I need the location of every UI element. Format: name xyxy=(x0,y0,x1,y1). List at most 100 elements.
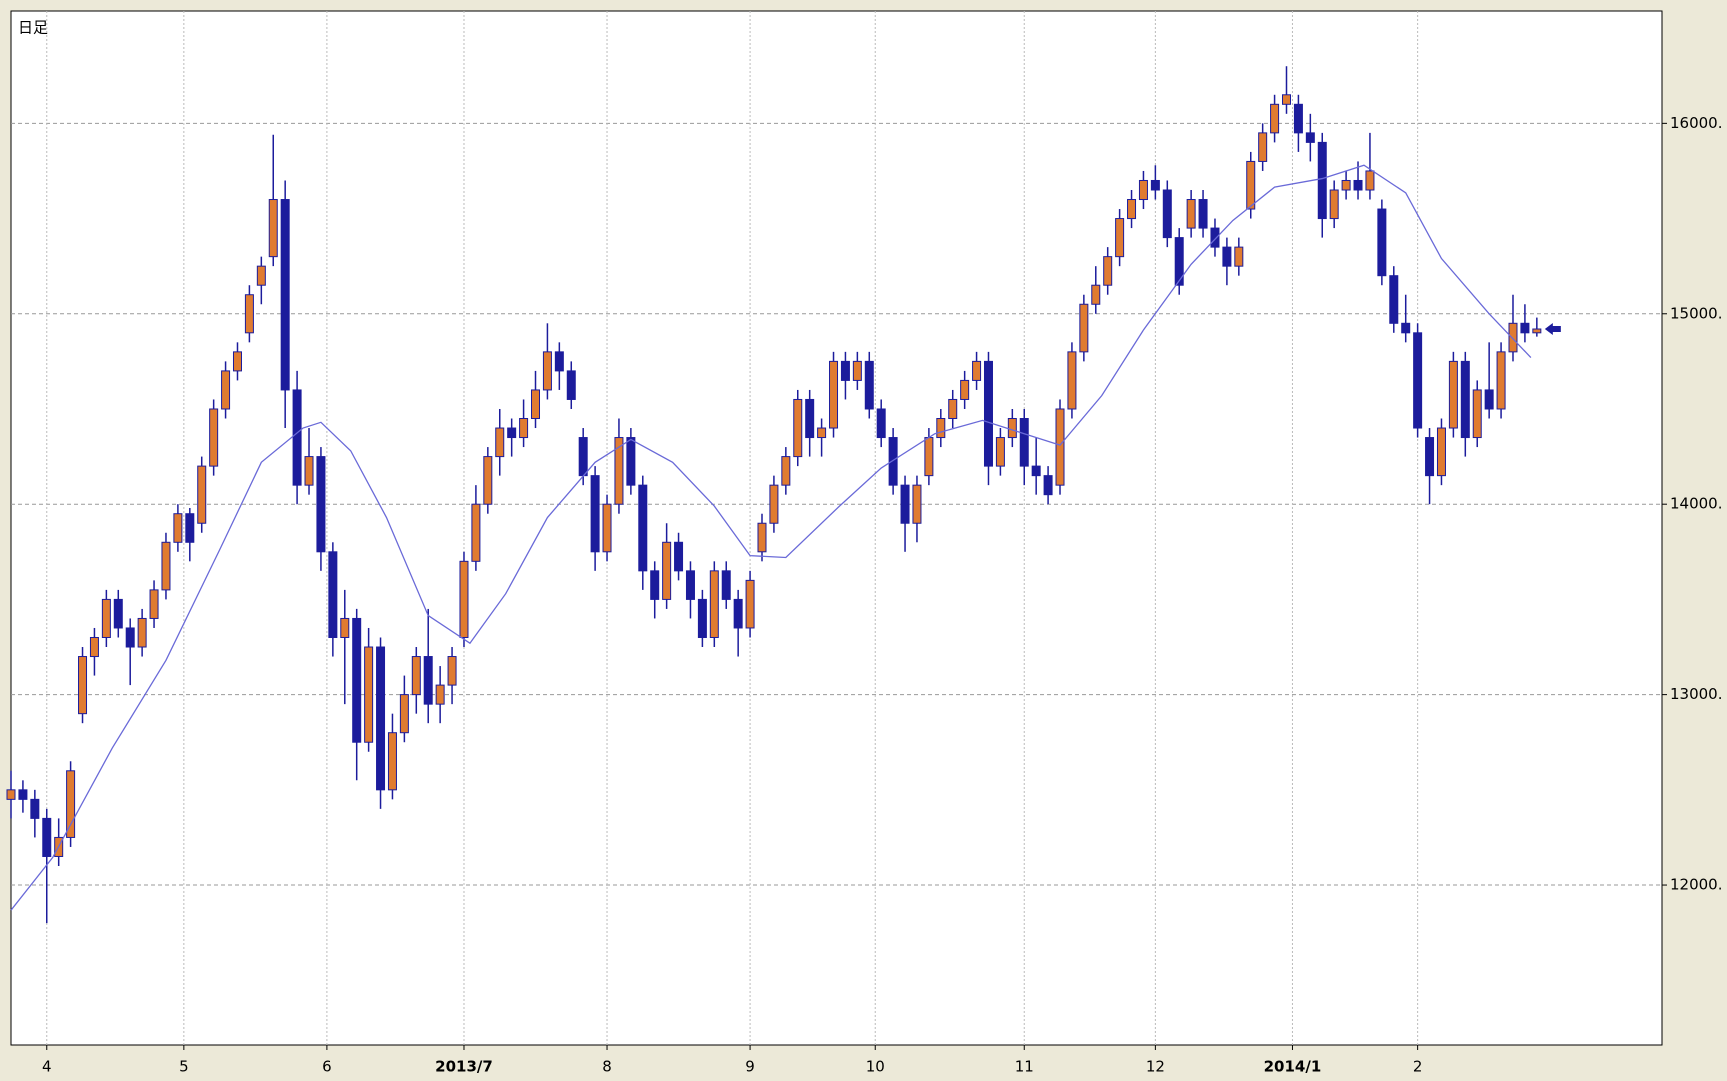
candle-body xyxy=(1079,303,1089,353)
candle-body xyxy=(364,646,374,743)
candle-body xyxy=(1425,437,1435,477)
candle-body xyxy=(471,503,481,562)
candle-body xyxy=(1270,103,1280,134)
candle-body xyxy=(495,427,505,458)
candle-body xyxy=(304,456,314,486)
candle-body xyxy=(137,617,147,648)
candle-body xyxy=(399,694,409,734)
candle-body xyxy=(209,408,219,467)
candle-body xyxy=(1353,179,1363,191)
candle-body xyxy=(185,513,195,543)
candle-body xyxy=(566,370,576,400)
chart-title: 日足 xyxy=(18,19,48,37)
candle-body xyxy=(1198,199,1208,229)
candle-body xyxy=(1007,418,1017,439)
candle-body xyxy=(1520,322,1530,334)
candle-body xyxy=(1436,427,1446,477)
candle-body xyxy=(459,560,469,638)
candle-body xyxy=(829,360,839,429)
candle-body xyxy=(864,360,874,410)
candle-body xyxy=(1472,389,1482,439)
candle-body xyxy=(447,656,457,686)
candle-body xyxy=(817,427,827,439)
candle-body xyxy=(1508,322,1518,353)
candle-body xyxy=(674,541,684,572)
candle-body xyxy=(793,398,803,458)
y-tick-label: 14000. xyxy=(1670,495,1723,513)
candle-body xyxy=(900,484,910,524)
candle-body xyxy=(519,418,529,439)
y-tick-label: 15000. xyxy=(1670,304,1723,322)
candle-body xyxy=(554,351,564,372)
candle-body xyxy=(912,484,922,524)
candle-body xyxy=(1115,218,1125,258)
candle-body xyxy=(483,456,493,505)
x-tick-label: 2014/1 xyxy=(1264,1058,1322,1076)
candle-body xyxy=(411,656,421,696)
candle-body xyxy=(1246,160,1256,210)
candle-body xyxy=(1186,199,1196,229)
candle-body xyxy=(1019,418,1029,467)
candle-body xyxy=(888,437,898,486)
candle-body xyxy=(42,817,52,857)
candle-body xyxy=(78,656,88,715)
candle-body xyxy=(30,798,40,819)
candle-body xyxy=(733,598,743,629)
candle-body xyxy=(352,617,362,743)
x-tick-label: 11 xyxy=(1015,1058,1034,1076)
candle-body xyxy=(626,437,636,486)
candle-body xyxy=(1460,360,1470,439)
candle-body xyxy=(197,465,207,524)
candle-body xyxy=(769,484,779,524)
candle-body xyxy=(1496,351,1506,410)
candle-body xyxy=(1150,179,1160,191)
candle-body xyxy=(960,379,970,400)
candle-body xyxy=(983,360,993,467)
candle-body xyxy=(423,656,433,705)
x-tick-label: 12 xyxy=(1146,1058,1165,1076)
candle-body xyxy=(1341,179,1351,191)
candle-body xyxy=(1138,179,1148,201)
candle-body xyxy=(531,389,541,420)
candle-body xyxy=(280,199,290,391)
x-tick-label: 5 xyxy=(179,1058,189,1076)
candle-body xyxy=(1210,227,1220,248)
candle-body xyxy=(1389,275,1399,324)
candle-body xyxy=(221,370,231,410)
candle-body xyxy=(614,437,624,505)
x-tick-label: 4 xyxy=(42,1058,52,1076)
x-tick-label: 2 xyxy=(1413,1058,1423,1076)
candle-body xyxy=(936,418,946,439)
candle-body xyxy=(876,408,886,439)
candle-body xyxy=(852,360,862,381)
candle-body xyxy=(662,541,672,600)
candle-body xyxy=(1377,208,1387,277)
candle-body xyxy=(948,398,958,420)
candle-body xyxy=(1067,351,1077,410)
x-tick-label: 8 xyxy=(602,1058,612,1076)
candle-body xyxy=(101,598,111,638)
candle-body xyxy=(650,570,660,600)
x-tick-label: 10 xyxy=(866,1058,885,1076)
candle-body xyxy=(721,570,731,600)
candle-body xyxy=(602,503,612,553)
candle-body xyxy=(1162,189,1172,239)
candle-body xyxy=(113,598,123,629)
moving-average-line xyxy=(10,164,1532,911)
candle-body xyxy=(1484,389,1494,410)
candle-body xyxy=(840,360,850,381)
candle-body xyxy=(972,360,982,381)
candle-body xyxy=(1317,141,1327,220)
candle-body xyxy=(924,437,934,477)
x-tick-label: 9 xyxy=(745,1058,755,1076)
x-tick-label: 2013/7 xyxy=(435,1058,493,1076)
y-tick-label: 13000. xyxy=(1670,685,1723,703)
candle-body xyxy=(1222,246,1232,267)
candle-body xyxy=(1091,284,1101,305)
y-tick-label: 16000. xyxy=(1670,114,1723,132)
candle-body xyxy=(995,437,1005,467)
candle-body xyxy=(435,684,445,705)
candle-body xyxy=(1258,132,1268,162)
